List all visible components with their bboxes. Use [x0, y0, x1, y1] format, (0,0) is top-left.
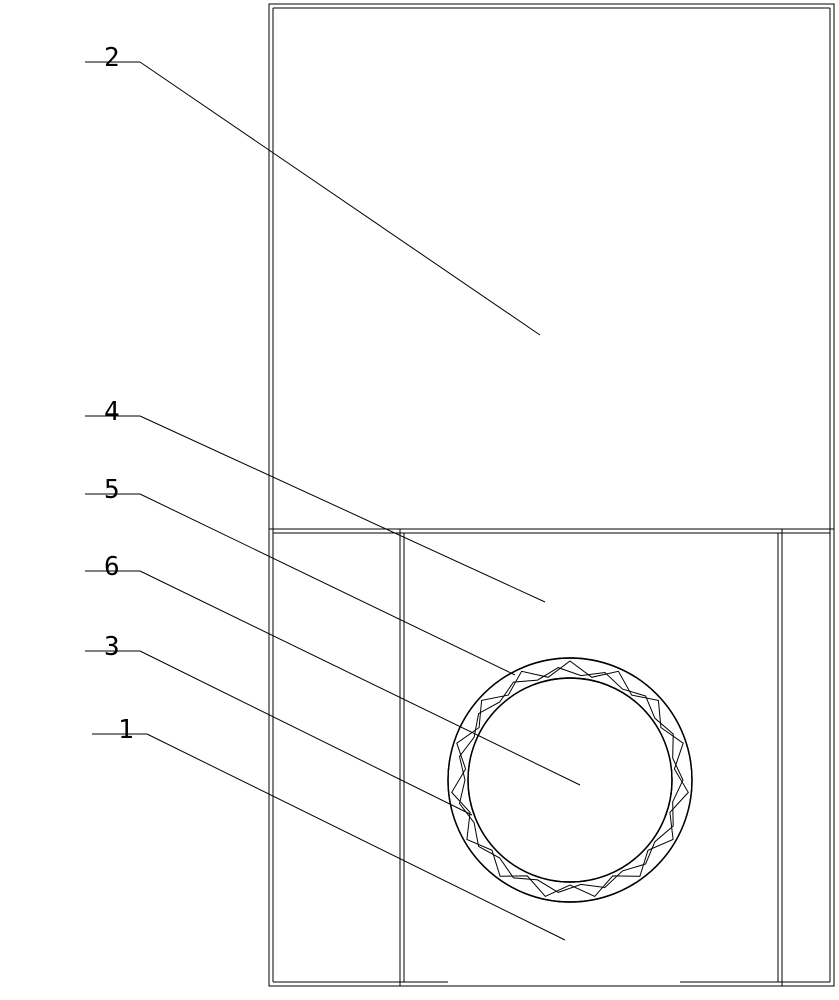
- callout-number: 2: [104, 43, 118, 73]
- leader-line-3: [140, 651, 472, 815]
- callout-number: 1: [118, 715, 132, 745]
- diagram-canvas: 2 4 5 6 3 1: [0, 0, 839, 1000]
- leader-line-4: [140, 416, 545, 602]
- leader-line-2: [140, 62, 540, 335]
- frame-break-mask: [448, 980, 680, 984]
- callout-number: 6: [104, 552, 118, 582]
- callout-number: 5: [104, 475, 118, 505]
- callout-number: 3: [104, 632, 118, 662]
- leader-line-5: [140, 494, 515, 675]
- callout-number: 4: [104, 397, 119, 427]
